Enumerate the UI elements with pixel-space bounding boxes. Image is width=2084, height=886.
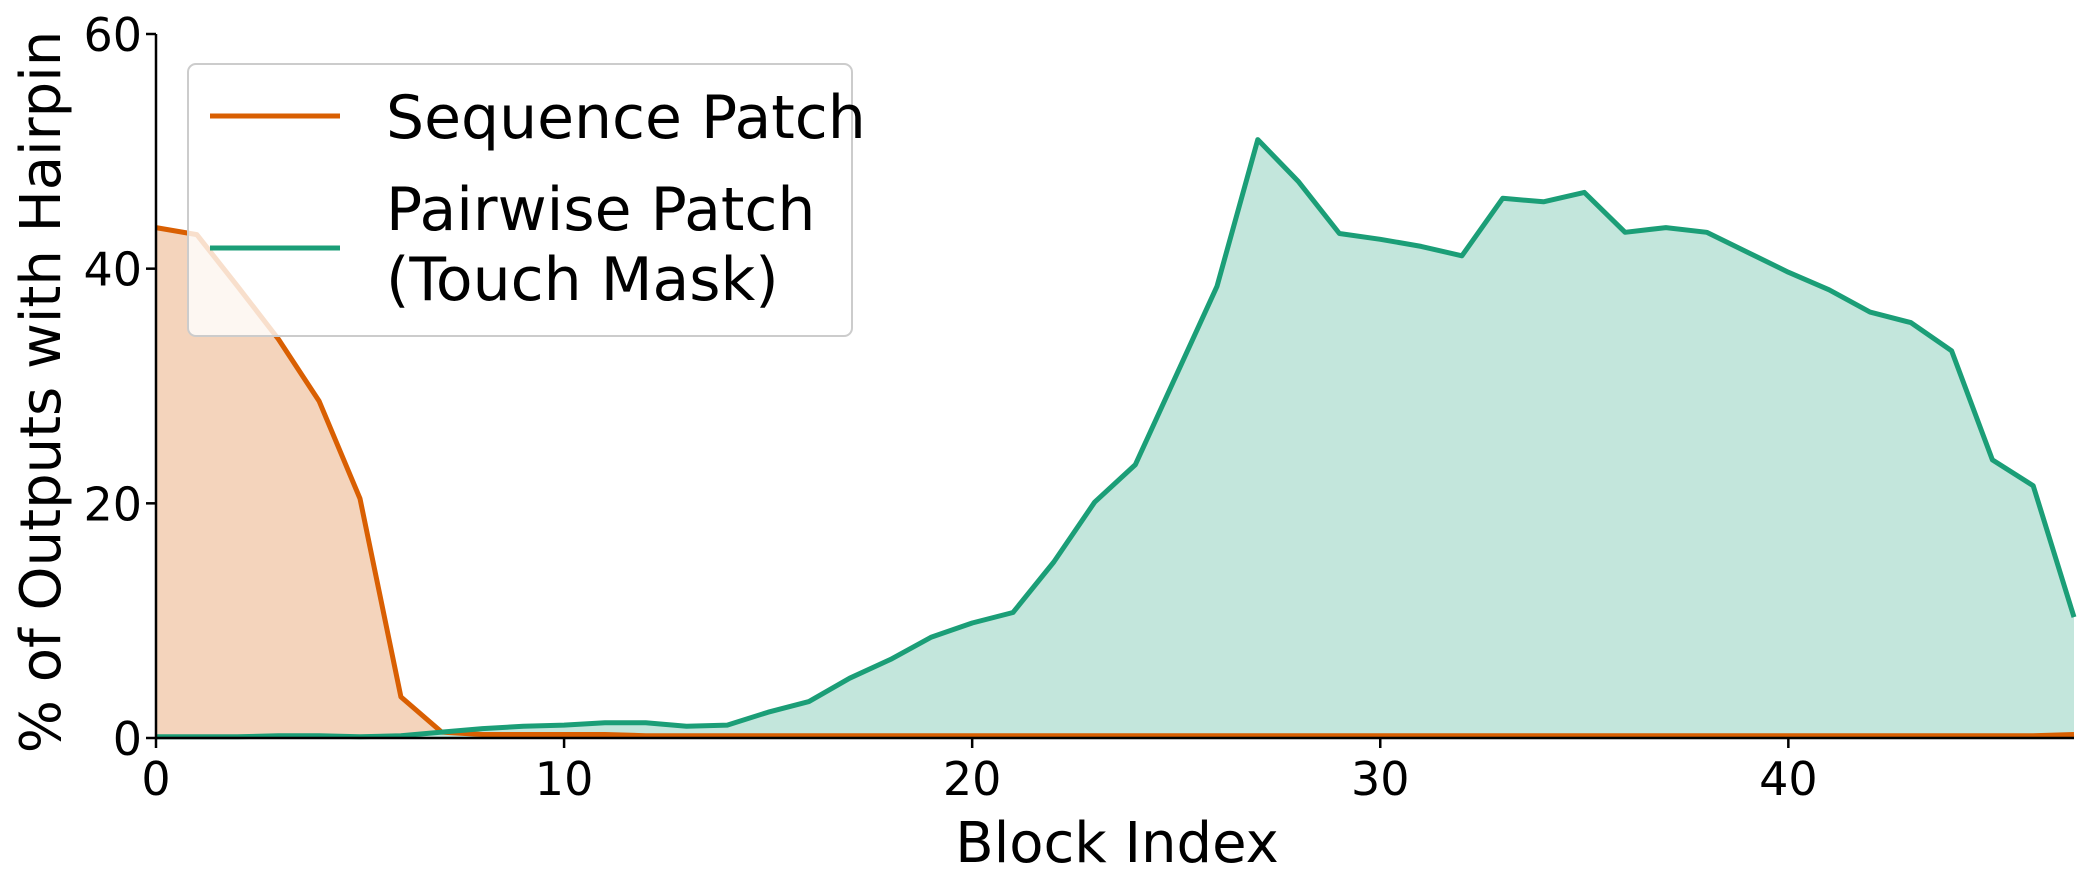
x-tick-label: 30 <box>1351 752 1410 806</box>
series-line-sequence-patch <box>155 225 2075 739</box>
x-tick-label: 20 <box>943 752 1002 806</box>
area-fills <box>156 139 2074 739</box>
area-fill-sequence-patch <box>156 227 2074 738</box>
area-fill-pairwise-patch <box>156 139 2074 739</box>
y-axis-title: % of Outputs with Hairpin <box>9 31 74 754</box>
legend-label-line: (Touch Mask) <box>386 245 779 315</box>
series-lines <box>155 137 2077 740</box>
x-ticks: 0 10 20 30 40 <box>141 738 1818 806</box>
y-ticks: 0 20 40 60 <box>83 8 156 766</box>
series-line-pairwise-patch <box>156 137 2077 740</box>
legend-label-line: Pairwise Patch <box>386 175 815 245</box>
y-tick-label: 40 <box>83 243 142 297</box>
x-axis-title: Block Index <box>955 811 1278 876</box>
legend-label-pairwise-patch: Pairwise Patch (Touch Mask) <box>386 175 815 315</box>
legend: Sequence Patch Pairwise Patch (Touch Mask… <box>187 63 866 337</box>
axes <box>154 34 2074 740</box>
y-tick-label: 0 <box>113 712 142 766</box>
legend-box <box>187 63 853 337</box>
x-tick-label: 40 <box>1759 752 1818 806</box>
y-tick-label: 60 <box>83 8 142 62</box>
x-tick-label: 10 <box>535 752 594 806</box>
x-tick-label: 0 <box>141 752 170 806</box>
y-tick-label: 20 <box>83 477 142 531</box>
legend-label-sequence-patch: Sequence Patch <box>386 83 866 153</box>
